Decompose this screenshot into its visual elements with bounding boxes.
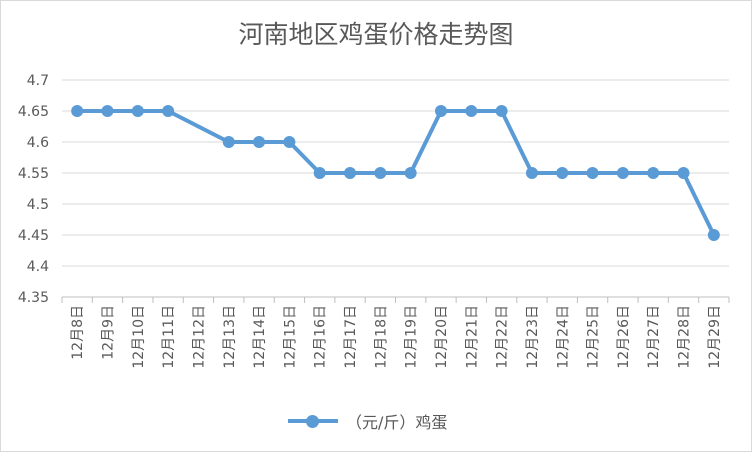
chart-title: 河南地区鸡蛋价格走势图 [238, 20, 514, 49]
data-point [404, 167, 417, 179]
data-point [162, 105, 175, 117]
legend-marker-icon [288, 409, 338, 433]
x-tick-label: 12月29日 [707, 305, 723, 369]
data-point [616, 167, 629, 179]
data-point [495, 105, 508, 117]
x-tick-label: 12月26日 [616, 305, 632, 369]
x-tick-label: 12月16日 [313, 305, 329, 369]
data-point [344, 167, 357, 179]
y-tick-label: 4.4 [27, 259, 49, 275]
y-tick-label: 4.45 [18, 228, 49, 244]
x-tick-label: 12月19日 [404, 305, 420, 369]
x-tick-label: 12月13日 [222, 305, 238, 369]
x-tick-label: 12月23日 [525, 305, 541, 369]
x-tick-label: 12月14日 [252, 305, 268, 369]
data-point [707, 229, 720, 241]
y-tick-label: 4.65 [18, 104, 49, 120]
x-tick-label: 12月28日 [677, 305, 693, 369]
x-tick-label: 12月10日 [131, 305, 147, 369]
chart-legend: （元/斤）鸡蛋 [288, 409, 447, 433]
data-point [525, 167, 538, 179]
x-tick-label: 12月24日 [555, 305, 571, 369]
data-point [71, 105, 84, 117]
x-tick-label: 12月12日 [191, 305, 207, 369]
data-point [434, 105, 447, 117]
data-point [465, 105, 478, 117]
data-point [131, 105, 144, 117]
data-point [222, 136, 235, 148]
data-point [586, 167, 599, 179]
x-tick-label: 12月11日 [161, 305, 177, 369]
x-tick-label: 12月27日 [646, 305, 662, 369]
x-tick-label: 12月22日 [495, 305, 511, 369]
y-tick-label: 4.55 [18, 166, 49, 182]
legend-label: （元/斤）鸡蛋 [346, 413, 448, 432]
data-point [556, 167, 569, 179]
x-tick-label: 12月20日 [434, 305, 450, 369]
data-point [283, 136, 296, 148]
data-point [374, 167, 387, 179]
y-tick-label: 4.7 [27, 73, 49, 89]
x-tick-label: 12月8日 [70, 305, 86, 360]
data-point [101, 105, 114, 117]
y-tick-label: 4.5 [27, 197, 49, 213]
x-tick-label: 12月17日 [343, 305, 359, 369]
y-tick-label: 4.35 [18, 290, 49, 306]
data-point [677, 167, 690, 179]
y-tick-label: 4.6 [27, 135, 49, 151]
data-point [313, 167, 326, 179]
x-tick-label: 12月18日 [373, 305, 389, 369]
data-point [253, 136, 266, 148]
x-tick-label: 12月21日 [464, 305, 480, 369]
data-point [647, 167, 660, 179]
x-tick-label: 12月15日 [282, 305, 298, 369]
x-tick-label: 12月9日 [100, 305, 116, 360]
x-tick-label: 12月25日 [586, 305, 602, 369]
